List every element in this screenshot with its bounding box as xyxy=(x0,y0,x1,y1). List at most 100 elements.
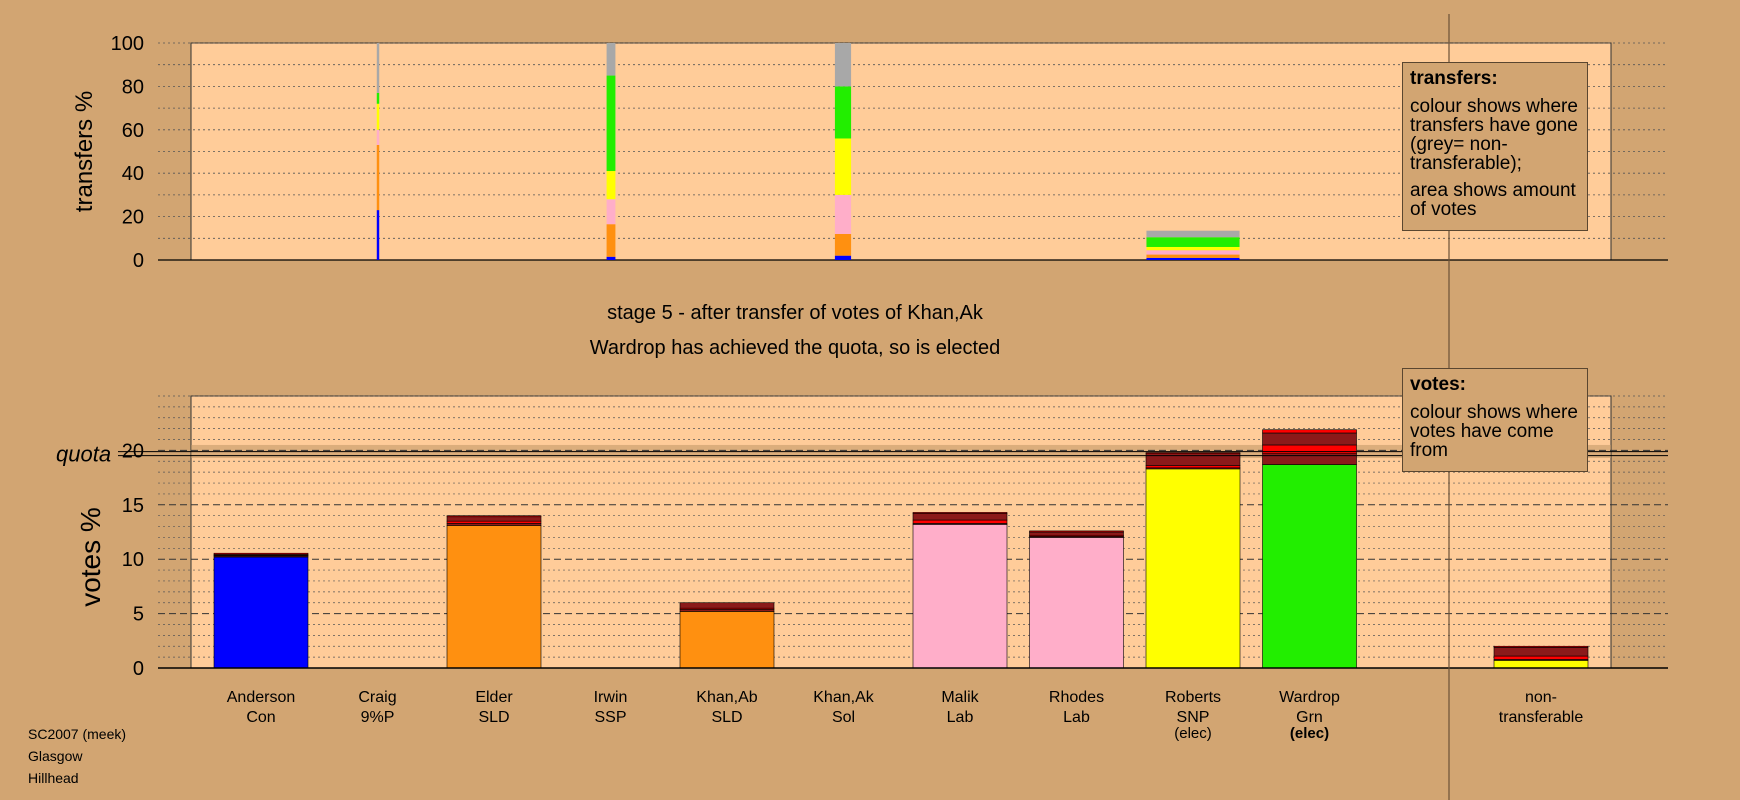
votes-panel xyxy=(190,395,1612,669)
transfer-bar-craig xyxy=(376,43,380,260)
quota-label: quota xyxy=(56,442,111,467)
candidate-name-wardrop: Wardrop xyxy=(1279,689,1340,706)
vote-segment xyxy=(446,525,542,669)
transfer-segment xyxy=(606,43,616,76)
vote-segment xyxy=(446,522,542,526)
stage-subtitle: Wardrop has achieved the quota, so is el… xyxy=(589,337,1001,359)
vote-bar-wardrop xyxy=(1262,429,1357,669)
transfers-ytick: 20 xyxy=(122,207,144,229)
transfer-segment xyxy=(834,43,852,87)
votes-legend-text: colour shows where votes have come from xyxy=(1410,402,1578,461)
candidate-party-anderson: Con xyxy=(246,709,275,726)
vote-bar-rhodes xyxy=(1029,530,1124,669)
vote-segment xyxy=(912,519,1008,524)
footer-count-method: SC2007 (meek) xyxy=(28,726,127,742)
transfer-segment xyxy=(376,210,380,260)
vote-segment xyxy=(1145,465,1241,469)
vote-segment xyxy=(1029,537,1124,669)
candidate-name-craig: Craig xyxy=(358,689,396,706)
candidate-name-elder: Elder xyxy=(475,689,513,706)
transfer-segment xyxy=(834,86,852,139)
transfers-legend-text-1: colour shows where transfers have gone (… xyxy=(1410,96,1578,174)
transfer-segment xyxy=(834,138,852,195)
transfers-ytick: 60 xyxy=(122,120,144,142)
candidate-party-khanab: SLD xyxy=(711,709,742,726)
candidate-name-rhodes: Rhodes xyxy=(1049,689,1104,706)
vote-bar-anderson xyxy=(213,552,309,669)
candidate-party-khanak: Sol xyxy=(832,709,855,726)
vote-segment xyxy=(213,556,309,669)
transfers-legend-text-2: area shows amount of votes xyxy=(1410,180,1576,220)
transfer-segment xyxy=(376,129,380,145)
vote-segment xyxy=(1493,645,1589,648)
transfer-segment xyxy=(606,256,616,260)
vote-segment xyxy=(1493,655,1589,660)
vote-segment xyxy=(679,602,775,609)
footer-constituency: Hillhead xyxy=(28,770,79,786)
vote-segment xyxy=(446,516,542,522)
transfers-ytick: 80 xyxy=(122,76,144,98)
vote-segment xyxy=(912,512,1008,514)
candidate-party-rhodes: Lab xyxy=(1063,709,1090,726)
transfer-segment xyxy=(376,103,380,130)
stage-title: stage 5 - after transfer of votes of Kha… xyxy=(607,302,983,324)
candidate-name-khanab: Khan,Ab xyxy=(696,689,757,706)
transfer-segment xyxy=(834,194,852,234)
vote-segment xyxy=(446,515,542,518)
candidate-party-irwin: SSP xyxy=(594,709,626,726)
vote-bar-elder xyxy=(446,515,542,669)
vote-segment xyxy=(679,611,775,669)
vote-segment xyxy=(1145,452,1241,454)
candidate-party-roberts: SNP xyxy=(1177,709,1210,726)
vote-segment xyxy=(912,513,1008,521)
transfer-segment xyxy=(1146,237,1240,247)
candidate-name-irwin: Irwin xyxy=(594,689,628,706)
candidate-status-roberts: (elec) xyxy=(1174,725,1212,742)
votes-ytick: 5 xyxy=(133,604,144,626)
transfers-ylabel: transfers % xyxy=(71,91,98,212)
vote-segment xyxy=(1493,660,1589,669)
candidate-name-malik: Malik xyxy=(941,689,979,706)
vote-segment xyxy=(1145,468,1241,669)
votes-ylabel: votes % xyxy=(75,507,106,607)
votes-ytick: 10 xyxy=(122,549,144,571)
vote-segment xyxy=(1262,464,1357,669)
votes-legend-title: votes: xyxy=(1410,374,1466,395)
transfers-ytick: 0 xyxy=(133,250,144,272)
transfer-segment xyxy=(376,43,380,93)
vote-bar-roberts xyxy=(1145,452,1241,669)
transfer-segment xyxy=(834,233,852,256)
vote-segment xyxy=(1262,444,1357,454)
transfer-segment xyxy=(1146,246,1240,251)
transfer-segment xyxy=(376,144,380,211)
candidate-name-nontransferable-2: transferable xyxy=(1499,709,1584,726)
transfers-ytick: 100 xyxy=(111,33,144,55)
transfer-segment xyxy=(1146,257,1240,260)
transfer-segment xyxy=(606,199,616,225)
vote-segment xyxy=(1262,432,1357,446)
transfer-bar-khanak xyxy=(834,43,852,260)
transfer-segment xyxy=(1146,254,1240,258)
footer-region: Glasgow xyxy=(28,748,83,764)
vote-bar-malik xyxy=(912,512,1008,669)
candidate-name-anderson: Anderson xyxy=(227,689,296,706)
vote-segment xyxy=(446,520,542,524)
vote-segment xyxy=(1029,530,1124,533)
transfer-segment xyxy=(606,224,616,257)
transfer-segment xyxy=(606,75,616,172)
transfers-legend: transfers: colour shows where transfers … xyxy=(1402,62,1588,231)
transfer-segment xyxy=(606,171,616,200)
votes-ytick: 15 xyxy=(122,495,144,517)
transfer-segment xyxy=(1146,250,1240,255)
transfer-segment xyxy=(834,255,852,260)
transfers-legend-title: transfers: xyxy=(1410,68,1498,89)
votes-ytick: 0 xyxy=(133,658,144,680)
vote-segment xyxy=(213,552,309,555)
vote-segment xyxy=(1262,429,1357,434)
vote-bar-nontransferable xyxy=(1493,645,1589,669)
vote-bar-khanab xyxy=(679,602,775,669)
vote-segment xyxy=(1493,647,1589,657)
candidate-name-khanak: Khan,Ak xyxy=(813,689,874,706)
candidate-party-elder: SLD xyxy=(478,709,509,726)
